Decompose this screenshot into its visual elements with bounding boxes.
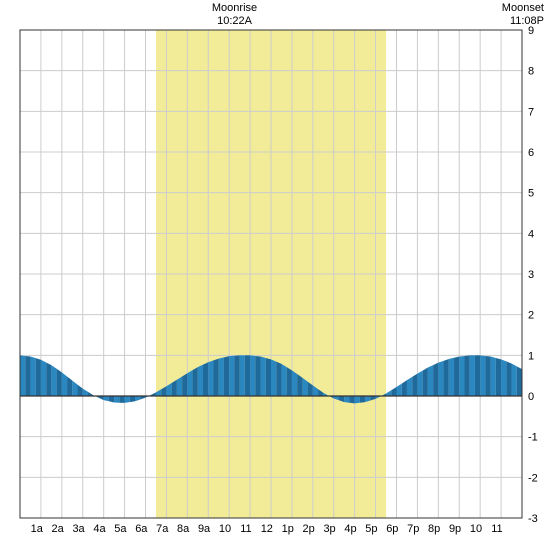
x-tick-label: 12: [261, 523, 273, 535]
y-tick-label: 2: [528, 310, 534, 322]
y-tick-label: 5: [528, 188, 534, 200]
y-tick-label: 4: [528, 228, 534, 240]
x-tick-label: 2a: [52, 523, 65, 535]
y-tick-label: 6: [528, 147, 534, 159]
x-tick-label: 5p: [365, 523, 377, 535]
y-tick-label: 1: [528, 350, 534, 362]
moonrise-time: 10:22A: [212, 15, 257, 28]
top-labels: Moonrise 10:22A Moonset 11:08P: [0, 0, 550, 30]
x-tick-label: 5a: [114, 523, 127, 535]
x-tick-label: 7a: [156, 523, 169, 535]
x-tick-label: 3a: [72, 523, 85, 535]
y-tick-label: -1: [528, 432, 538, 444]
x-tick-label: 6a: [135, 523, 148, 535]
moonrise-title: Moonrise: [212, 2, 257, 15]
x-tick-label: 2p: [303, 523, 315, 535]
x-tick-label: 7p: [407, 523, 419, 535]
x-tick-label: 4a: [93, 523, 106, 535]
y-tick-label: 0: [528, 391, 534, 403]
moonset-title: Moonset: [502, 2, 544, 15]
chart-svg: -3-2-101234567891a2a3a4a5a6a7a8a9a101112…: [0, 0, 550, 550]
y-tick-label: 3: [528, 269, 534, 281]
x-tick-label: 9a: [198, 523, 211, 535]
x-tick-label: 10: [219, 523, 231, 535]
y-tick-label: 7: [528, 106, 534, 118]
moonrise-label: Moonrise 10:22A: [212, 2, 257, 28]
x-tick-label: 6p: [386, 523, 398, 535]
y-tick-label: 8: [528, 66, 534, 78]
y-tick-label: -2: [528, 472, 538, 484]
x-tick-label: 10: [470, 523, 482, 535]
y-tick-label: -3: [528, 513, 538, 525]
x-tick-label: 11: [491, 523, 502, 535]
x-tick-label: 1p: [282, 523, 294, 535]
moonset-label: Moonset 11:08P: [502, 2, 544, 28]
x-tick-label: 1a: [31, 523, 44, 535]
x-tick-label: 8a: [177, 523, 190, 535]
tide-chart: Moonrise 10:22A Moonset 11:08P -3-2-1012…: [0, 0, 550, 550]
x-tick-label: 8p: [428, 523, 440, 535]
moonset-time: 11:08P: [502, 15, 544, 28]
x-tick-label: 3p: [323, 523, 335, 535]
x-tick-label: 4p: [344, 523, 356, 535]
x-tick-label: 9p: [449, 523, 461, 535]
x-tick-label: 11: [240, 523, 251, 535]
